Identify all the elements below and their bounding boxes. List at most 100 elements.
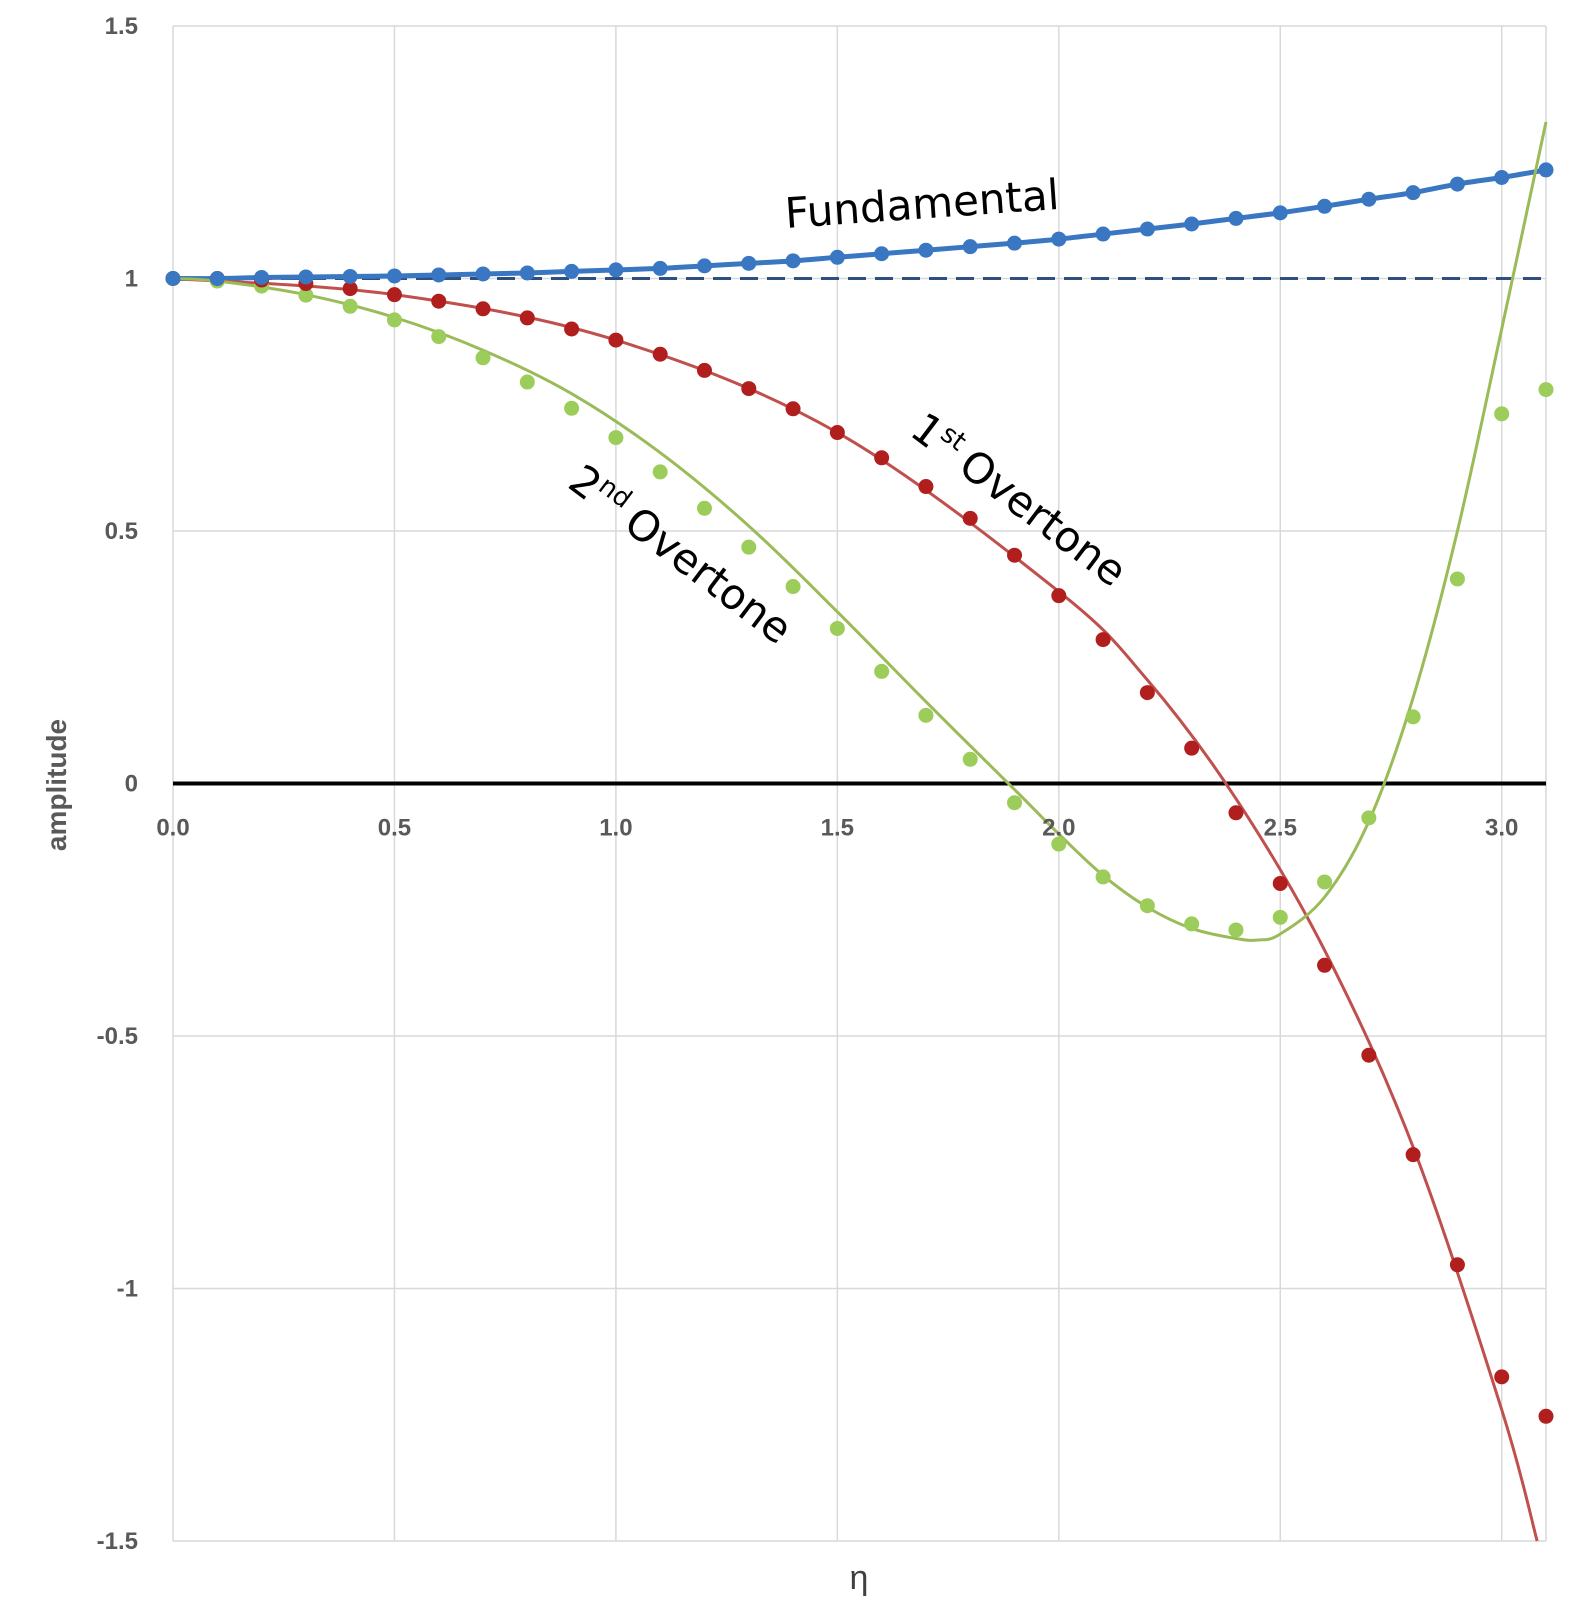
fundamental-point	[254, 269, 270, 285]
2nd-overtone-point	[475, 350, 491, 366]
2nd-overtone-point	[918, 707, 934, 723]
2nd-overtone-point	[741, 539, 757, 555]
x-axis-title: η	[850, 1559, 869, 1596]
fundamental-point	[1361, 191, 1377, 207]
1st-overtone-point	[1184, 740, 1200, 756]
fundamental-point	[564, 263, 580, 279]
1st-overtone-point	[1228, 805, 1244, 821]
fundamental-point	[165, 271, 181, 286]
2nd-overtone-point	[785, 579, 801, 595]
2nd-overtone-point	[874, 663, 890, 679]
fundamental-point	[1139, 221, 1155, 237]
fundamental-point	[1184, 216, 1200, 232]
x-tick-label: 1.0	[599, 815, 632, 842]
y-tick-label: 0.5	[105, 518, 138, 545]
x-tick-label: 1.5	[821, 815, 854, 842]
fundamental-point	[519, 265, 535, 281]
2nd-overtone-point	[519, 374, 535, 390]
fundamental-point	[1095, 226, 1111, 242]
fundamental-point	[918, 242, 934, 258]
1st-overtone-point	[918, 479, 934, 495]
second-overtone-label: 2ndOvertone	[560, 455, 801, 654]
1st-overtone-point	[564, 321, 580, 337]
2nd-overtone-point	[386, 312, 402, 328]
1st-overtone-fit-curve	[172, 277, 1539, 1542]
fundamental-point	[386, 268, 402, 284]
reference-lines	[173, 277, 1546, 786]
1st-overtone-point	[1494, 1369, 1510, 1385]
1st-overtone-point	[1051, 588, 1067, 604]
2nd-overtone-point	[1538, 382, 1554, 398]
1st-overtone-point	[431, 293, 447, 309]
2nd-overtone-point	[1228, 922, 1244, 938]
fundamental-point	[1007, 235, 1023, 251]
tick-labels: 1.5 1 0.5 0 -0.5 -1 -1.5 0.0 0.5 1.0 1.5 2.0 2.5 3.0	[97, 13, 1519, 1555]
fundamental-point	[696, 258, 712, 274]
fundamental-point	[298, 269, 314, 285]
1st-overtone-point	[785, 401, 801, 417]
second-overtone-word: Overtone	[616, 497, 802, 654]
fundamental-point	[1228, 210, 1244, 226]
x-tick-label: 0.5	[378, 815, 411, 842]
2nd-overtone-point	[696, 500, 712, 516]
fundamental-point	[1449, 176, 1465, 192]
fundamental-point	[785, 253, 801, 269]
fundamental-point	[962, 239, 978, 255]
y-tick-label: -0.5	[97, 1023, 138, 1050]
y-tick-label: 1	[125, 266, 138, 293]
1st-overtone-point	[608, 332, 624, 348]
data-points	[165, 162, 1554, 1424]
1st-overtone-point	[962, 510, 978, 526]
first-overtone-word: Overtone	[950, 439, 1136, 596]
x-tick-label: 3.0	[1485, 815, 1518, 842]
1st-overtone-point	[1449, 1257, 1465, 1273]
1st-overtone-point	[1317, 957, 1333, 973]
y-tick-label: 1.5	[105, 13, 138, 40]
fundamental-point	[874, 246, 890, 262]
fundamental-point	[741, 255, 757, 271]
fundamental-point	[1272, 205, 1288, 221]
1st-overtone-point	[829, 425, 845, 441]
1st-overtone-point	[741, 381, 757, 397]
2nd-overtone-point	[298, 287, 314, 303]
2nd-overtone-point	[608, 430, 624, 446]
1st-overtone-point	[1139, 685, 1155, 701]
1st-overtone-point	[519, 310, 535, 326]
1st-overtone-point	[475, 301, 491, 317]
x-tick-label: 2.0	[1042, 815, 1075, 842]
fundamental-point	[1538, 162, 1554, 178]
2nd-overtone-point	[431, 329, 447, 345]
1st-overtone-point	[1007, 547, 1023, 563]
fundamental-point	[342, 268, 358, 284]
1st-overtone-point	[652, 346, 668, 362]
2nd-overtone-point	[1007, 795, 1023, 811]
fundamental-label: Fundamental	[783, 170, 1060, 238]
fundamental-point	[1051, 231, 1067, 247]
1st-overtone-point	[386, 287, 402, 303]
1st-overtone-point	[1538, 1408, 1554, 1424]
x-tick-label: 2.5	[1264, 815, 1297, 842]
fundamental-point	[209, 271, 225, 286]
2nd-overtone-point	[1494, 406, 1510, 422]
2nd-overtone-point	[1317, 874, 1333, 890]
2nd-overtone-point	[1051, 836, 1067, 852]
fundamental-point	[1405, 185, 1421, 201]
2nd-overtone-point	[564, 400, 580, 416]
2nd-overtone-point	[829, 620, 845, 636]
2nd-overtone-point	[1272, 909, 1288, 925]
fundamental-point	[608, 262, 624, 278]
2nd-overtone-point	[1361, 810, 1377, 826]
y-axis-title: amplitude	[41, 719, 72, 851]
2nd-overtone-point	[1449, 571, 1465, 587]
fundamental-point	[652, 260, 668, 276]
1st-overtone-point	[1272, 875, 1288, 891]
fundamental-point	[431, 267, 447, 283]
2nd-overtone-point	[962, 751, 978, 767]
y-tick-label: -1	[117, 1276, 138, 1303]
1st-overtone-point	[874, 450, 890, 466]
2nd-overtone-point	[652, 464, 668, 480]
2nd-overtone-point	[1139, 898, 1155, 914]
1st-overtone-point	[1405, 1147, 1421, 1163]
